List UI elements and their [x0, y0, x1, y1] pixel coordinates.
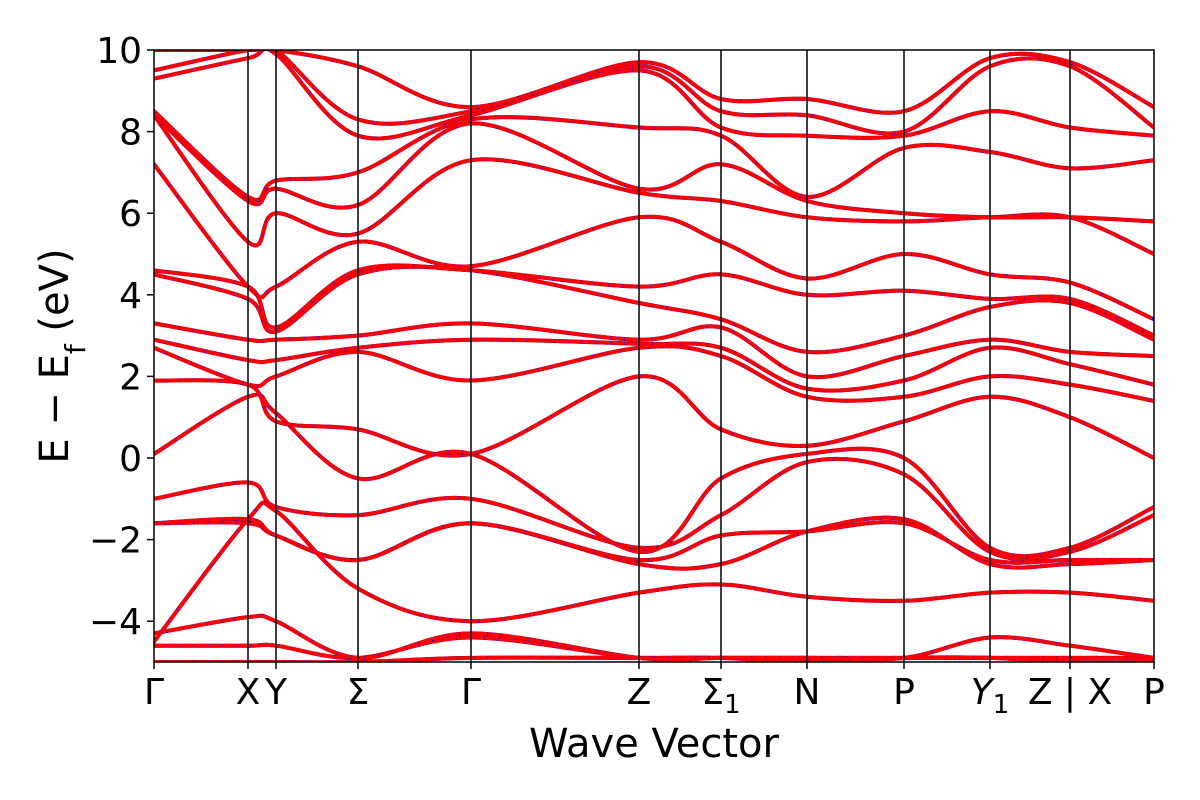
band-line-red-dashed	[154, 50, 1154, 115]
band-line-red-dashed	[154, 374, 1154, 460]
kpath-lines	[247, 50, 1071, 662]
band-line-red-dashed	[154, 456, 1154, 562]
y-axis-title-subscript: f	[59, 343, 92, 354]
y-tick-label: −4	[89, 602, 142, 643]
band-line-red-dashed	[154, 109, 1154, 202]
y-tick-label: 8	[119, 113, 142, 154]
kpath-label-1: Γ	[144, 672, 164, 713]
y-axis-title: E − Ef (eV)	[32, 248, 92, 463]
band-line-red-dashed	[154, 500, 1154, 644]
band-line-blue	[154, 500, 1154, 644]
y-tick-label: 2	[119, 357, 142, 398]
y-axis-ticks: 10 8 6 4 2 0 −2 −4	[89, 31, 154, 643]
band-line-blue	[154, 321, 1154, 380]
band-17	[154, 113, 1154, 224]
band-line-red-dashed	[154, 113, 1154, 256]
y-axis-title-unit: (eV)	[32, 248, 78, 344]
y-tick-label: 0	[119, 439, 142, 480]
band-line-red-dashed	[154, 321, 1154, 380]
band-line-blue	[154, 374, 1154, 460]
y-axis-title-main: E − E	[32, 354, 78, 464]
band-line-blue	[154, 50, 1154, 115]
x-axis-kpath-labels: Γ X Y Σ Γ Z Σ1 N P Y1 Z | X P	[144, 662, 1165, 720]
y-tick-label: 4	[119, 276, 142, 317]
band-4	[154, 500, 1154, 644]
band-line-red-dashed	[154, 113, 1154, 224]
kpath-label-5: Γ	[461, 672, 481, 713]
kpath-label-3: Y	[264, 672, 288, 713]
kpath-label-10: Y1	[971, 672, 1010, 720]
band-18	[154, 109, 1154, 202]
band-16	[154, 113, 1154, 256]
band-line-red-dashed	[154, 392, 1154, 559]
kpath-label-6: Z	[627, 672, 652, 713]
bands-layer	[154, 50, 1154, 662]
kpath-label-7: Σ1	[701, 672, 740, 720]
kpath-label-8: N	[794, 672, 821, 713]
x-axis-title: Wave Vector	[529, 721, 780, 767]
y-tick-label: 6	[119, 194, 142, 235]
band-7	[154, 456, 1154, 562]
plot-frame	[153, 49, 1155, 663]
band-21	[154, 50, 1154, 115]
y-tick-label: −2	[89, 521, 142, 562]
kpath-label-2: X	[236, 672, 261, 713]
band-line-blue	[154, 392, 1154, 559]
band-line-blue	[154, 113, 1154, 256]
band-line-blue	[154, 113, 1154, 224]
y-tick-label: 10	[96, 31, 142, 72]
band-line-blue	[154, 456, 1154, 562]
band-8	[154, 392, 1154, 559]
kpath-label-11: Z | X	[1028, 672, 1112, 713]
kpath-label-12: P	[1143, 672, 1165, 713]
band-12	[154, 321, 1154, 380]
kpath-label-4: Σ	[347, 672, 370, 713]
kpath-label-9: P	[893, 672, 915, 713]
band-9	[154, 374, 1154, 460]
